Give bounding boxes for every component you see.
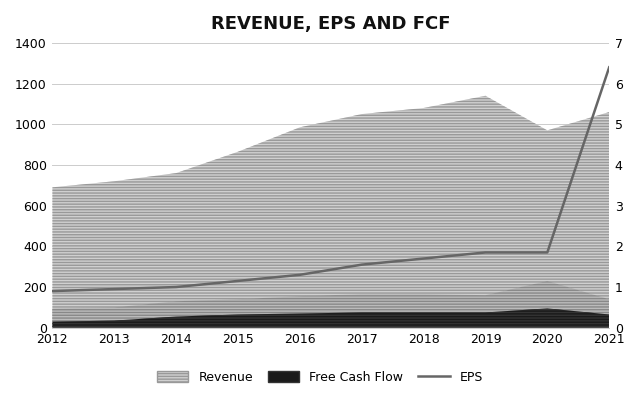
EPS (543, 250, 551, 255)
EPS (420, 256, 428, 261)
EPS (605, 65, 613, 70)
Title: REVENUE, EPS AND FCF: REVENUE, EPS AND FCF (211, 15, 451, 33)
EPS (111, 287, 118, 291)
Legend: Revenue, Free Cash Flow, EPS: Revenue, Free Cash Flow, EPS (152, 366, 488, 389)
EPS (358, 262, 365, 267)
EPS (296, 272, 304, 277)
EPS (234, 279, 242, 283)
EPS (482, 250, 490, 255)
EPS (172, 285, 180, 289)
Line: EPS: EPS (52, 67, 609, 291)
EPS (49, 289, 56, 293)
